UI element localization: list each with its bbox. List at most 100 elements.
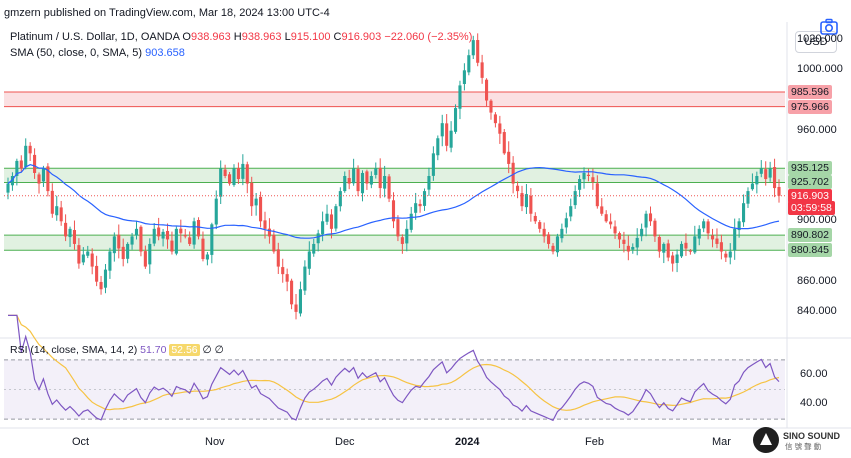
candle-down (183, 234, 187, 237)
candle-down (724, 253, 728, 258)
candle-up (126, 243, 130, 259)
candle-down (507, 151, 511, 164)
price-badge: 975.966 (788, 99, 832, 114)
candle-up (759, 168, 763, 174)
price-tick-label: 860.000 (797, 274, 837, 287)
candle-down (591, 177, 595, 183)
candle-up (374, 168, 378, 175)
rsi-tick-label: 40.00 (800, 397, 828, 410)
rsi-line (8, 314, 780, 422)
publisher-line: gmzern published on TradingView.com, Mar… (4, 7, 330, 19)
candle-down (516, 185, 520, 192)
time-tick-label: Oct (72, 436, 90, 448)
rsi-legend[interactable]: RSI (14, close, SMA, 14, 2) 51.70 52.56 … (10, 344, 224, 356)
support-zone-1 (4, 168, 785, 183)
candle-down (250, 182, 254, 207)
candle-down (604, 214, 608, 222)
candle-down (263, 220, 267, 229)
candle-down (117, 234, 121, 249)
sma-50-line (7, 164, 780, 239)
candle-down (609, 221, 613, 225)
candle-up (414, 203, 418, 213)
rsi-sma-line (8, 314, 780, 411)
candle-up (569, 206, 573, 217)
symbol-name[interactable]: Platinum / U.S. Dollar, 1D, OANDA (10, 31, 180, 43)
candle-down (666, 243, 670, 258)
candle-up (453, 108, 458, 132)
time-tick-label: Mar (712, 436, 731, 448)
price-badge: 935.125 (788, 161, 832, 176)
candle-up (383, 176, 387, 189)
candle-down (551, 245, 555, 252)
rsi-sma-value: 52.56 (169, 344, 200, 356)
candle-down (259, 196, 263, 222)
candle-down (547, 234, 551, 244)
candle-up (697, 228, 701, 239)
price-badge: 03:59:58 (788, 201, 835, 216)
candle-down (236, 167, 240, 180)
candle-up (431, 153, 435, 176)
close-label: C (333, 31, 342, 43)
candle-up (41, 168, 45, 182)
candle-up (422, 191, 427, 206)
candle-up (640, 228, 644, 237)
candle-down (143, 251, 147, 267)
time-tick-label: Feb (585, 436, 604, 448)
candle-down (170, 240, 174, 252)
candle-down (165, 230, 170, 240)
candle-up (254, 198, 258, 206)
price-tick-label: 1000.000 (797, 63, 843, 76)
candle-down (684, 242, 688, 249)
candle-down (157, 227, 161, 237)
time-tick-label: Nov (205, 436, 225, 448)
candle-down (139, 226, 143, 252)
candle-up (192, 221, 196, 245)
currency-button[interactable]: USD (795, 31, 837, 53)
candle-up (307, 251, 311, 269)
candle-down (356, 168, 360, 192)
candle-down (688, 250, 692, 252)
candle-down (95, 265, 99, 282)
candle-up (679, 243, 684, 257)
candle-up (152, 228, 156, 244)
candle-up (524, 194, 528, 208)
candle-down (281, 267, 285, 275)
candle-down (196, 219, 201, 237)
price-tick-label: 960.000 (797, 123, 837, 136)
candle-down (188, 237, 192, 244)
open-value: 938.963 (190, 31, 231, 43)
candle-up (369, 176, 373, 185)
candle-down (600, 206, 604, 214)
candle-down (77, 245, 81, 264)
candle-down (653, 220, 657, 237)
candle-down (387, 176, 391, 199)
price-badge: 925.702 (788, 175, 832, 190)
candle-down (400, 237, 404, 244)
candle-down (46, 166, 50, 192)
candle-down (245, 164, 249, 184)
camera-icon[interactable] (818, 16, 840, 38)
candle-up (219, 168, 223, 197)
candle-up (68, 228, 72, 238)
candle-up (24, 145, 28, 168)
candle-up (675, 254, 679, 263)
candle-down (493, 114, 497, 124)
candle-up (334, 206, 338, 229)
candle-down (485, 79, 489, 101)
price-tick-label: 840.000 (797, 304, 837, 317)
candle-up (108, 251, 112, 271)
candle-down (285, 274, 289, 282)
high-value: 938.963 (241, 31, 282, 43)
candle-down (480, 62, 484, 78)
candle-down (617, 233, 622, 240)
sma-line[interactable]: SMA (50, close, 0, SMA, 5) 903.658 (10, 47, 185, 59)
candle-down (347, 177, 351, 184)
watermark-logo: SINO SOUND 信 號 聲 動 (753, 427, 842, 453)
candle-down (706, 221, 710, 234)
sma-label: SMA (50, close, 0, SMA, 5) (10, 47, 143, 59)
rsi-value: 51.70 (140, 344, 167, 356)
candle-down (59, 207, 63, 222)
candle-down (267, 228, 271, 237)
